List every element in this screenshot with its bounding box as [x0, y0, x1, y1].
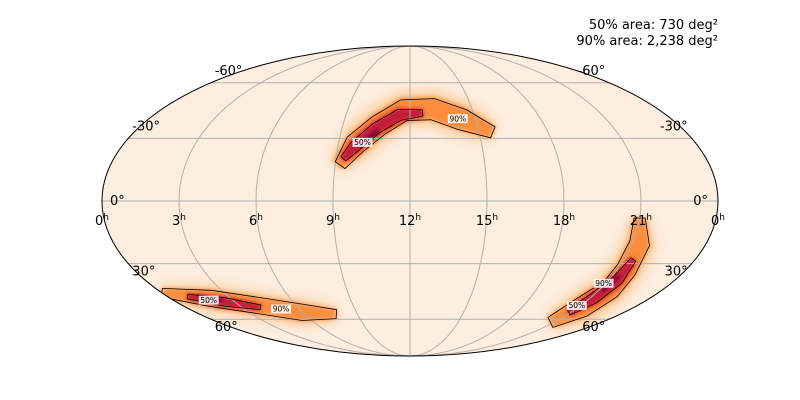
- contour-label-50: 50%: [568, 301, 585, 310]
- sky-boundary: [101, 45, 719, 357]
- heat-core: [341, 110, 423, 161]
- contour-label-90: 90%: [449, 114, 466, 123]
- ra-tick-label: 6h: [249, 213, 263, 229]
- area-50-label: 50% area: 730 deg²: [588, 18, 718, 33]
- ra-tick-label: 3h: [172, 213, 186, 229]
- graticule-grid: [102, 46, 718, 356]
- dec-tick-label-right: 0°: [110, 194, 125, 209]
- dec-tick-label-right: 60°: [215, 320, 238, 335]
- dec-tick-label-left: -60°: [578, 64, 606, 79]
- contour-90: [547, 217, 650, 328]
- dec-tick-label-right: 30°: [132, 265, 155, 280]
- axis-labels: 0h 21h 18h 15h 12h 9h 6h 3h 0h 60° 60° 30° 30° 0° 0° -3…: [95, 64, 725, 335]
- dec-tick-label-left: 0°: [693, 194, 708, 209]
- dec-tick-label-left: 60°: [582, 320, 605, 335]
- dec-tick-label-right: -60°: [215, 64, 243, 79]
- contour-label-90-bg: [271, 304, 292, 314]
- dec-tick-label-right: -30°: [132, 119, 160, 134]
- contour-label-90: 90%: [595, 279, 612, 288]
- ra-tick-label: 9h: [326, 213, 340, 229]
- ra-tick-label: 15h: [476, 213, 498, 229]
- contour-label-90: 90%: [273, 305, 290, 314]
- ra-tick-label: 12h: [399, 213, 421, 229]
- contour-label-50: 50%: [354, 138, 371, 147]
- ra-tick-label: 0h: [95, 213, 109, 229]
- contour-50: [186, 293, 262, 311]
- contour-label-50-bg: [566, 301, 587, 310]
- contour-50: [340, 109, 424, 162]
- ra-tick-label: 0h: [711, 213, 725, 229]
- contour-label-50: 50%: [200, 296, 217, 305]
- area-90-label: 90% area: 2,238 deg²: [576, 34, 718, 49]
- contour-label-50-bg: [352, 137, 373, 147]
- contour-label-50-bg: [198, 295, 219, 305]
- ra-tick-label: 18h: [553, 213, 575, 229]
- contour-label-90-bg: [593, 278, 614, 288]
- contour-label-90-bg: [447, 114, 468, 124]
- dec-tick-label-left: -30°: [660, 119, 688, 134]
- contour-90: [334, 98, 496, 170]
- ra-tick-label: 21h: [630, 213, 652, 229]
- dec-tick-label-left: 30°: [665, 265, 688, 280]
